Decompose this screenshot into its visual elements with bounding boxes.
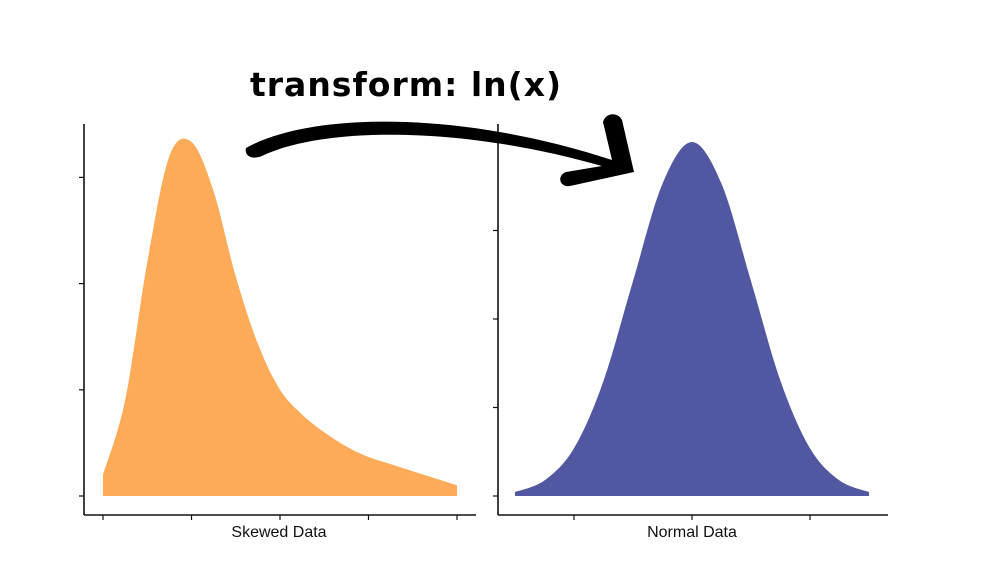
normal-panel (493, 124, 888, 520)
x-axis-title-normal: Normal Data (647, 524, 737, 541)
transform-arrow-icon (245, 114, 635, 187)
transform-annotation: transform: ln(x) (250, 65, 562, 104)
skewed-density-area (103, 138, 457, 497)
skewed-panel (79, 124, 476, 520)
x-axis-title-skewed: Skewed Data (231, 524, 326, 541)
normal-density-area (515, 142, 869, 496)
